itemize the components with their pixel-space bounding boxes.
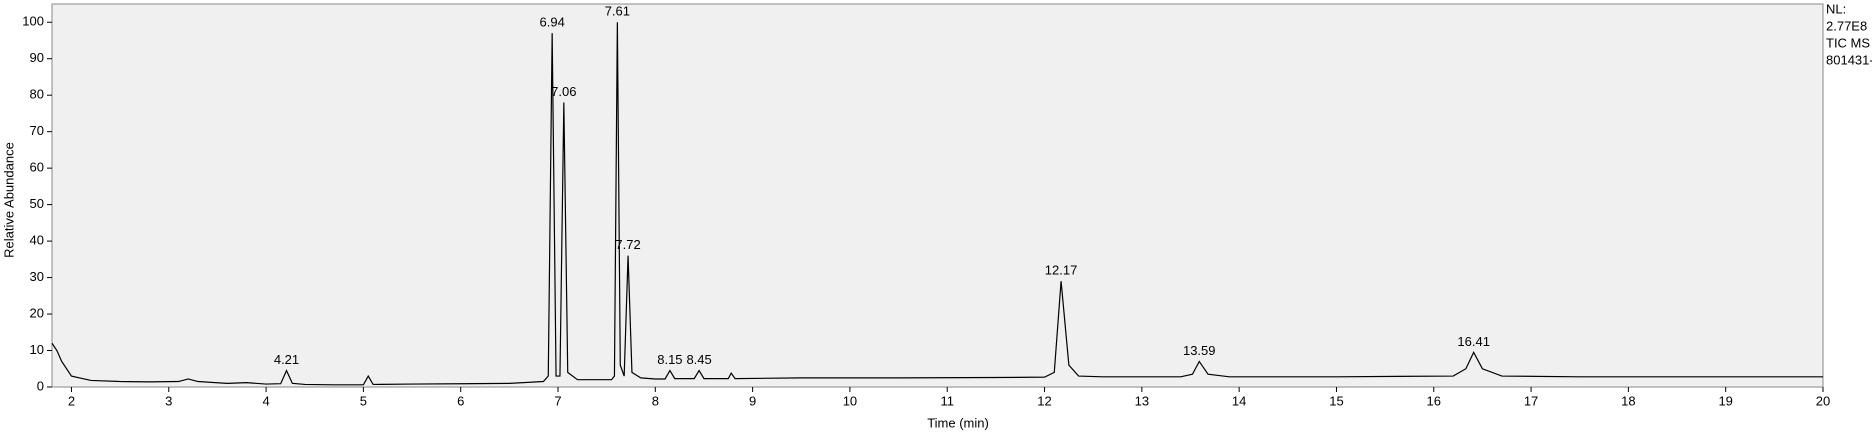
y-tick-label: 80 [30,87,44,102]
x-tick-label: 7 [554,393,561,408]
peak-label: 6.94 [540,15,565,30]
x-tick-label: 4 [262,393,269,408]
x-tick-label: 20 [1816,393,1830,408]
side-text: NL: [1826,1,1846,16]
plot-area [51,3,1824,388]
y-tick-label: 40 [30,233,44,248]
x-tick-label: 6 [457,393,464,408]
y-tick-label: 100 [22,14,44,29]
x-tick-label: 18 [1621,393,1635,408]
chromatogram-line [51,22,1823,386]
x-tick-label: 17 [1524,393,1538,408]
peak-label: 16.41 [1457,334,1490,349]
y-tick-label: 0 [37,378,44,393]
peak-label: 8.45 [686,352,711,367]
peak-label: 13.59 [1183,343,1216,358]
y-tick-label: 90 [30,50,44,65]
y-tick-label: 10 [30,342,44,357]
x-tick-label: 5 [360,393,367,408]
side-text: TIC MS [1826,35,1870,50]
x-tick-label: 10 [843,393,857,408]
x-axis-label: Time (min) [927,415,989,430]
y-axis-label: Relative Abundance [1,142,16,258]
x-tick-label: 2 [68,393,75,408]
peak-label: 12.17 [1045,263,1078,278]
x-tick-label: 19 [1718,393,1732,408]
x-tick-label: 3 [165,393,172,408]
peak-label: 4.21 [274,352,299,367]
peak-label: 7.06 [551,84,576,99]
y-tick-label: 50 [30,196,44,211]
y-tick-label: 30 [30,269,44,284]
peak-label: 7.61 [605,4,630,19]
x-tick-label: 9 [749,393,756,408]
y-tick-label: 20 [30,305,44,320]
x-tick-label: 12 [1037,393,1051,408]
x-tick-label: 11 [940,393,954,408]
x-tick-label: 15 [1329,393,1343,408]
x-tick-label: 16 [1427,393,1441,408]
x-tick-label: 13 [1135,393,1149,408]
x-tick-label: 8 [652,393,659,408]
peak-label: 7.72 [615,237,640,252]
y-tick-label: 70 [30,123,44,138]
side-text: 801431- [1826,52,1872,67]
y-tick-label: 60 [30,160,44,175]
x-tick-label: 14 [1232,393,1246,408]
side-text: 2.77E8 [1826,18,1867,33]
peak-label: 8.15 [657,352,682,367]
